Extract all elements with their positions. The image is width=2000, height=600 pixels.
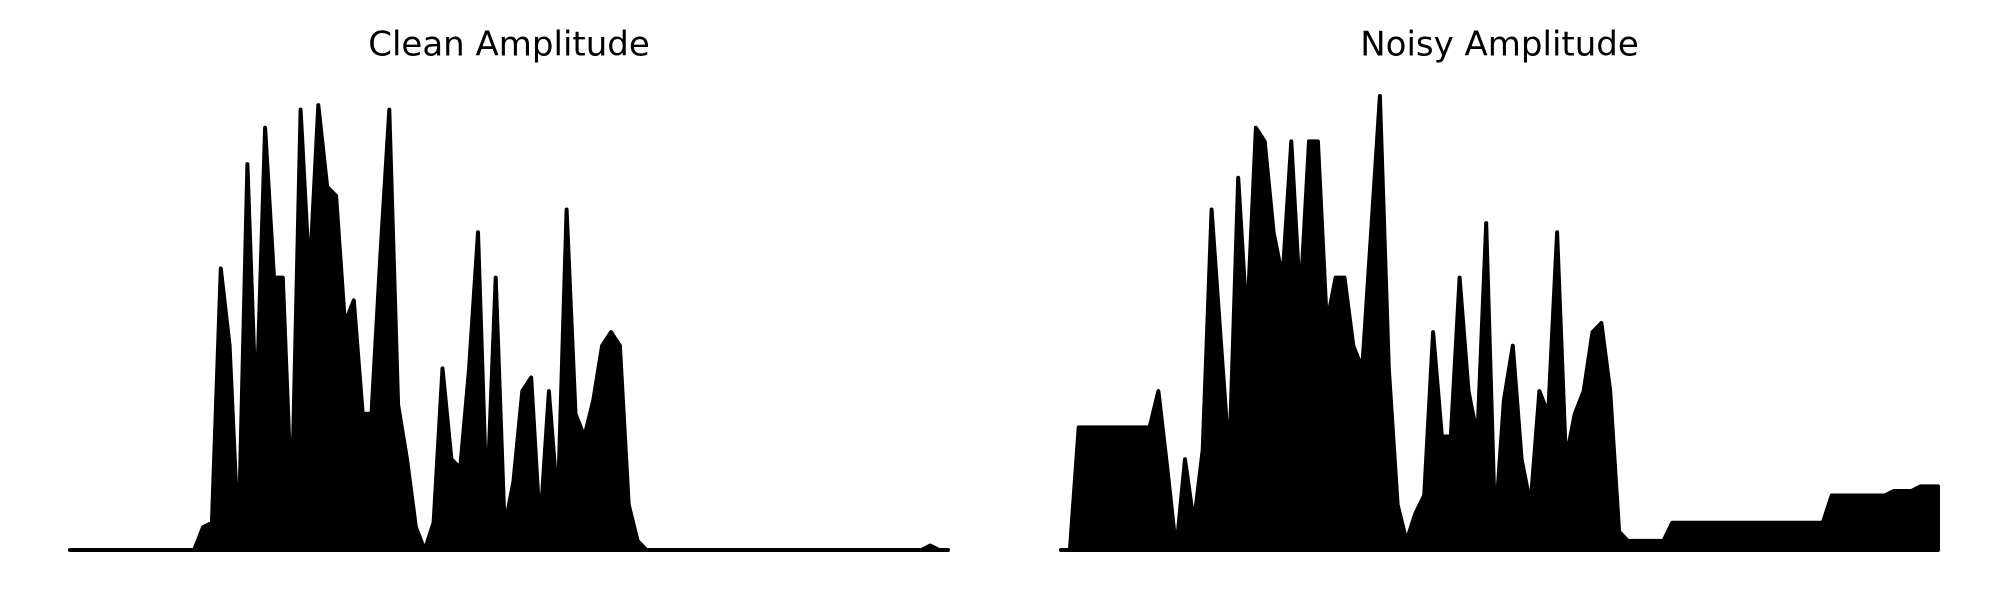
chart-title: Clean Amplitude — [368, 25, 650, 65]
amplitude-area — [1059, 94, 1940, 552]
amplitude-area — [68, 103, 950, 552]
chart-title: Noisy Amplitude — [1360, 25, 1639, 65]
